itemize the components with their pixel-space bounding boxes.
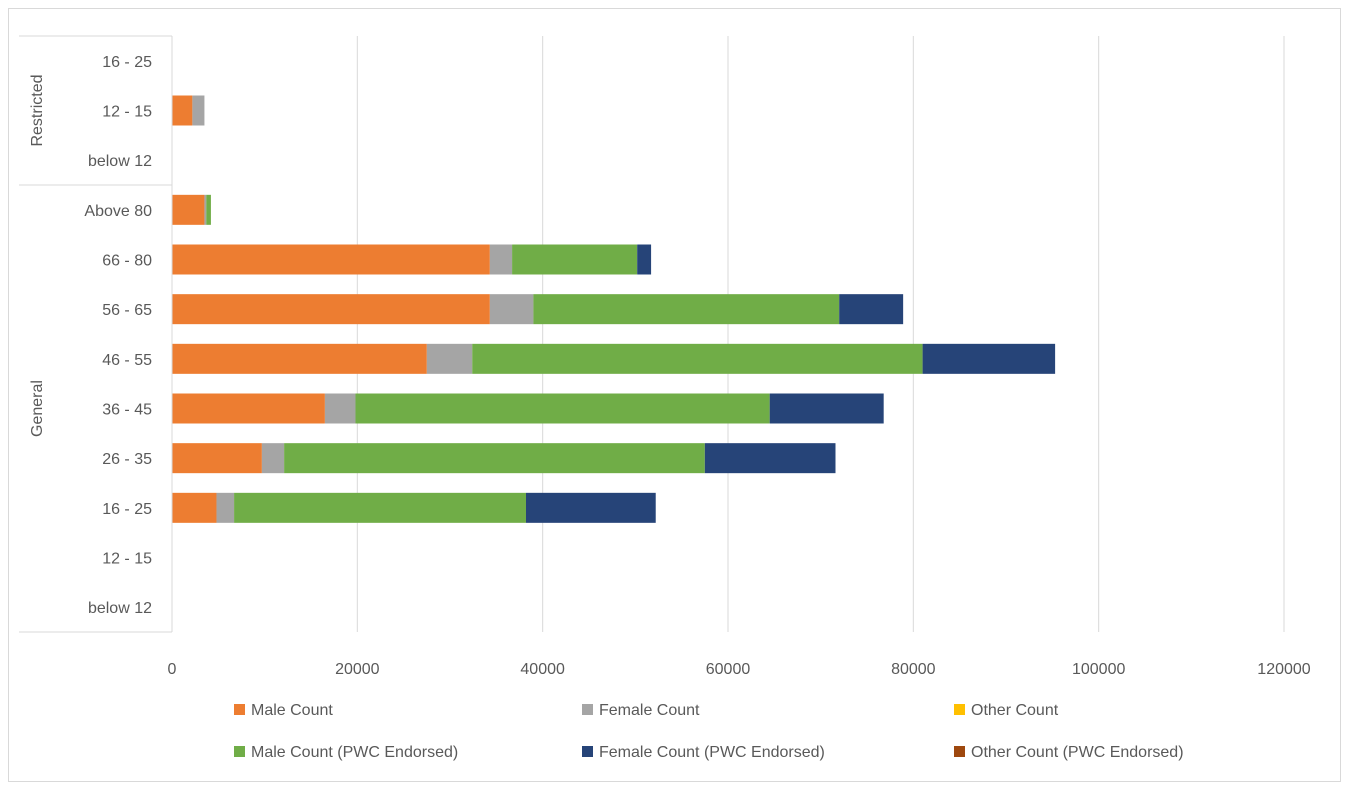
legend-label: Male Count (PWC Endorsed) [251,744,458,761]
bar-segment [216,492,235,523]
legend-item: Other Count (PWC Endorsed) [954,744,1184,761]
bar-segment [172,95,193,126]
legend-swatch [582,746,593,757]
legend-item: Female Count (PWC Endorsed) [582,744,825,761]
bar-segment [839,294,904,325]
legend-label: Other Count [971,702,1059,719]
x-tick-label: 0 [168,661,177,678]
bar-segment [172,294,490,325]
bar-segment [324,393,356,424]
legend-item: Male Count [234,702,333,719]
legend-label: Female Count (PWC Endorsed) [599,744,825,761]
legend: Male Count Female Count Other Count Male Co… [234,702,1184,761]
category-label: 66 - 80 [102,253,152,270]
legend-label: Female Count [599,702,700,719]
x-tick-label: 120000 [1257,661,1310,678]
category-label: 46 - 55 [102,352,152,369]
x-tick-label: 20000 [335,661,380,678]
axes [19,35,173,633]
legend-swatch [234,746,245,757]
bar-segment [172,443,262,474]
bar-segment [206,194,211,225]
bar-segment [489,294,534,325]
category-label: below 12 [88,153,152,170]
bar-segment [234,492,526,523]
bar-segment [769,393,884,424]
bar-segment [355,393,770,424]
value-axis-tick-labels: 0 20000 40000 60000 80000 100000 120000 [168,661,1311,678]
bar-segment [284,443,705,474]
group-label: Restricted [29,74,46,146]
category-axis-labels: below 12 12 - 15 16 - 25 26 - 35 36 - 45 46 -… [29,54,152,617]
legend-item: Other Count [954,702,1059,719]
category-label: Above 80 [84,203,152,220]
bar-segment [204,194,207,225]
category-label: 12 - 15 [102,551,152,568]
bar-segment [489,244,513,275]
bars [172,95,1056,523]
bar-segment [637,244,652,275]
bar-segment [192,95,205,126]
legend-swatch [582,704,593,715]
bar-segment [525,492,656,523]
bar-segment [172,343,427,374]
gridlines [356,36,1285,632]
legend-swatch [954,746,965,757]
group-label: General [29,380,46,437]
category-label: 36 - 45 [102,402,152,419]
bar-segment [704,443,836,474]
category-label: 16 - 25 [102,54,152,71]
bar-segment [472,343,923,374]
legend-swatch [954,704,965,715]
category-label: 16 - 25 [102,501,152,518]
legend-item: Male Count (PWC Endorsed) [234,744,458,761]
x-tick-label: 40000 [520,661,565,678]
bar-segment [512,244,638,275]
x-tick-label: 60000 [706,661,751,678]
legend-label: Male Count [251,702,333,719]
bar-segment [172,393,325,424]
legend-item: Female Count [582,702,700,719]
stacked-bar-chart: below 12 12 - 15 16 - 25 26 - 35 36 - 45 46 -… [19,35,1311,761]
bar-segment [533,294,840,325]
bar-segment [172,492,217,523]
bar-segment [922,343,1056,374]
legend-swatch [234,704,245,715]
bar-segment [261,443,285,474]
category-label: 12 - 15 [102,104,152,121]
x-tick-label: 80000 [891,661,936,678]
legend-label: Other Count (PWC Endorsed) [971,744,1184,761]
x-tick-label: 100000 [1072,661,1125,678]
category-label: below 12 [88,600,152,617]
chart-area: below 12 12 - 15 16 - 25 26 - 35 36 - 45 46 -… [8,8,1341,782]
category-label: 56 - 65 [102,302,152,319]
bar-segment [172,244,490,275]
category-label: 26 - 35 [102,451,152,468]
bar-segment [426,343,473,374]
bar-segment [172,194,205,225]
